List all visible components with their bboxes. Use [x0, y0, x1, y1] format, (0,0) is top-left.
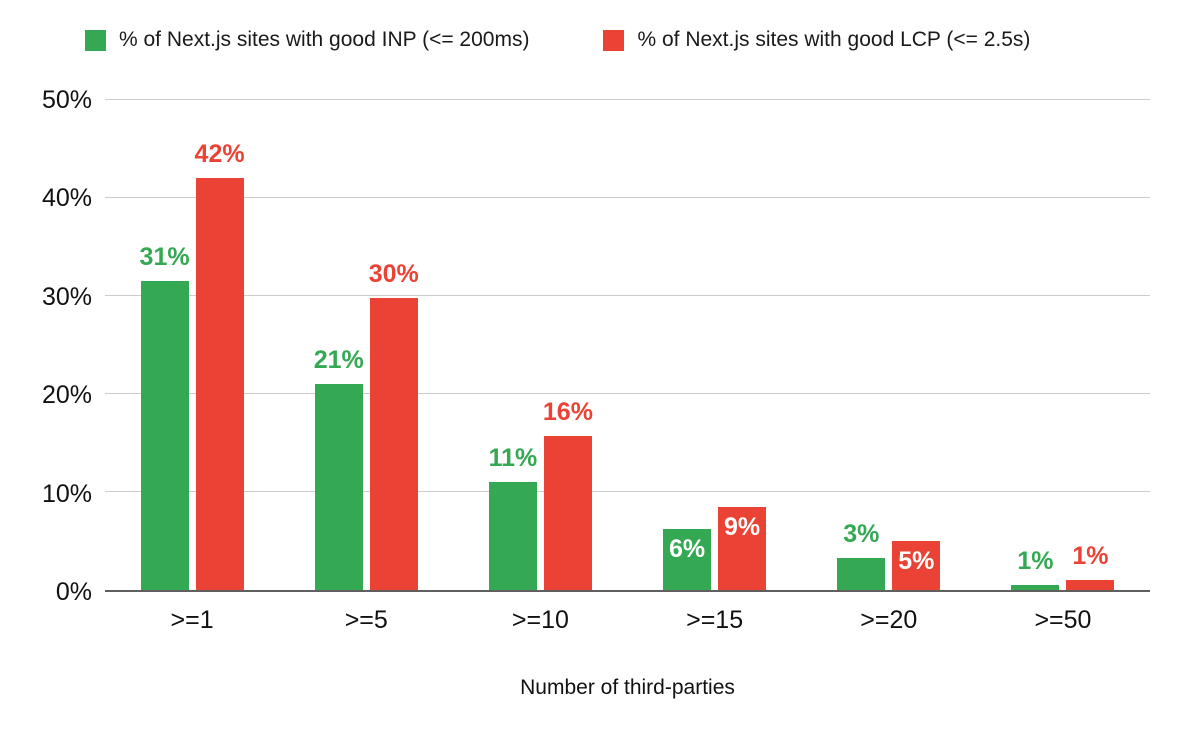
bar-wrap-lcp: 42% — [194, 100, 245, 590]
bar-inp-3 — [663, 529, 712, 590]
x-tick-label: >=15 — [686, 606, 744, 634]
bar-label-lcp-1: 30% — [368, 259, 419, 288]
y-tick-label: 0% — [55, 578, 92, 606]
bar-wrap-lcp: 9% — [718, 100, 767, 590]
bar-lcp-4 — [892, 541, 941, 590]
bar-wrap-inp: 21% — [313, 100, 364, 590]
x-axis-title: Number of third-parties — [520, 676, 735, 699]
y-tick-label: 20% — [41, 381, 92, 410]
bar-wrap-lcp: 1% — [1066, 100, 1115, 590]
gridline — [105, 99, 1150, 100]
legend-swatch-lcp — [603, 29, 625, 51]
legend-label-lcp: % of Next.js sites with good LCP (<= 2.5… — [637, 28, 1031, 51]
gridline — [105, 295, 1150, 296]
chart-legend: % of Next.js sites with good INP (<= 200… — [85, 28, 1030, 52]
y-tick-label: 30% — [41, 282, 92, 311]
legend-label-inp: % of Next.js sites with good INP (<= 200… — [119, 28, 530, 51]
bar-inp-5 — [1011, 585, 1060, 590]
y-axis: 0% 10% 20% 30% 40% 50% — [0, 86, 92, 606]
bar-group: 21% 30% — [279, 100, 453, 590]
gridline — [105, 197, 1150, 198]
bar-inp-2 — [488, 482, 537, 590]
bar-lcp-5 — [1066, 580, 1115, 590]
x-tick-label: >=50 — [1034, 606, 1092, 634]
bar-label-lcp-3: 9% — [724, 512, 761, 541]
bar-group: 3% 5% — [802, 100, 976, 590]
bar-label-inp-5: 1% — [1017, 547, 1054, 576]
bar-label-inp-0: 31% — [139, 243, 190, 272]
bar-wrap-inp: 11% — [489, 100, 537, 590]
bar-label-inp-2: 11% — [488, 444, 538, 473]
bar-group: 11% 16% — [453, 100, 627, 590]
bar-groups: 31% 42% 21% 30% 11% 16% 6% 9% 3% 5% 1% 1% — [105, 100, 1150, 590]
bar-label-inp-4: 3% — [843, 519, 880, 548]
bar-label-inp-1: 21% — [313, 346, 364, 375]
x-tick-label: >=5 — [344, 606, 388, 634]
bar-wrap-lcp: 16% — [542, 100, 593, 590]
gridline — [105, 491, 1150, 492]
bar-group: 6% 9% — [628, 100, 802, 590]
plot-area: 31% 42% 21% 30% 11% 16% 6% 9% 3% 5% 1% 1% — [105, 99, 1150, 592]
bar-wrap-inp: 6% — [663, 100, 712, 590]
bar-wrap-inp: 3% — [837, 100, 886, 590]
bar-label-lcp-0: 42% — [194, 140, 245, 169]
bar-label-lcp-4: 5% — [898, 547, 935, 575]
bar-lcp-2 — [543, 436, 592, 590]
bar-inp-1 — [314, 384, 363, 590]
gridline — [105, 393, 1150, 394]
bar-inp-4 — [837, 557, 886, 590]
y-tick-label: 10% — [41, 479, 92, 508]
bar-group: 31% 42% — [105, 100, 279, 590]
x-tick-label: >=20 — [860, 606, 918, 634]
x-tick-labels: >=1 >=5 >=10 >=15 >=20 >=50 — [105, 606, 1150, 635]
x-tick-label: >=10 — [511, 606, 569, 634]
bar-wrap-inp: 1% — [1011, 100, 1060, 590]
bar-wrap-inp: 31% — [139, 100, 190, 590]
bar-label-lcp-5: 1% — [1072, 542, 1109, 571]
y-tick-label: 40% — [41, 184, 92, 213]
bar-label-lcp-2: 16% — [542, 398, 593, 427]
y-tick-label: 50% — [41, 86, 92, 114]
bar-lcp-0 — [195, 178, 244, 590]
bar-wrap-lcp: 5% — [892, 100, 941, 590]
bar-lcp-3 — [718, 506, 767, 590]
bar-wrap-lcp: 30% — [368, 100, 419, 590]
bar-label-inp-3: 6% — [669, 535, 706, 564]
bar-lcp-1 — [369, 297, 418, 590]
legend-item-inp: % of Next.js sites with good INP (<= 200… — [85, 28, 529, 52]
legend-item-lcp: % of Next.js sites with good LCP (<= 2.5… — [603, 28, 1030, 52]
bar-inp-0 — [140, 281, 189, 590]
bar-group: 1% 1% — [976, 100, 1150, 590]
legend-swatch-inp — [85, 29, 106, 51]
x-tick-label: >=1 — [170, 606, 214, 634]
